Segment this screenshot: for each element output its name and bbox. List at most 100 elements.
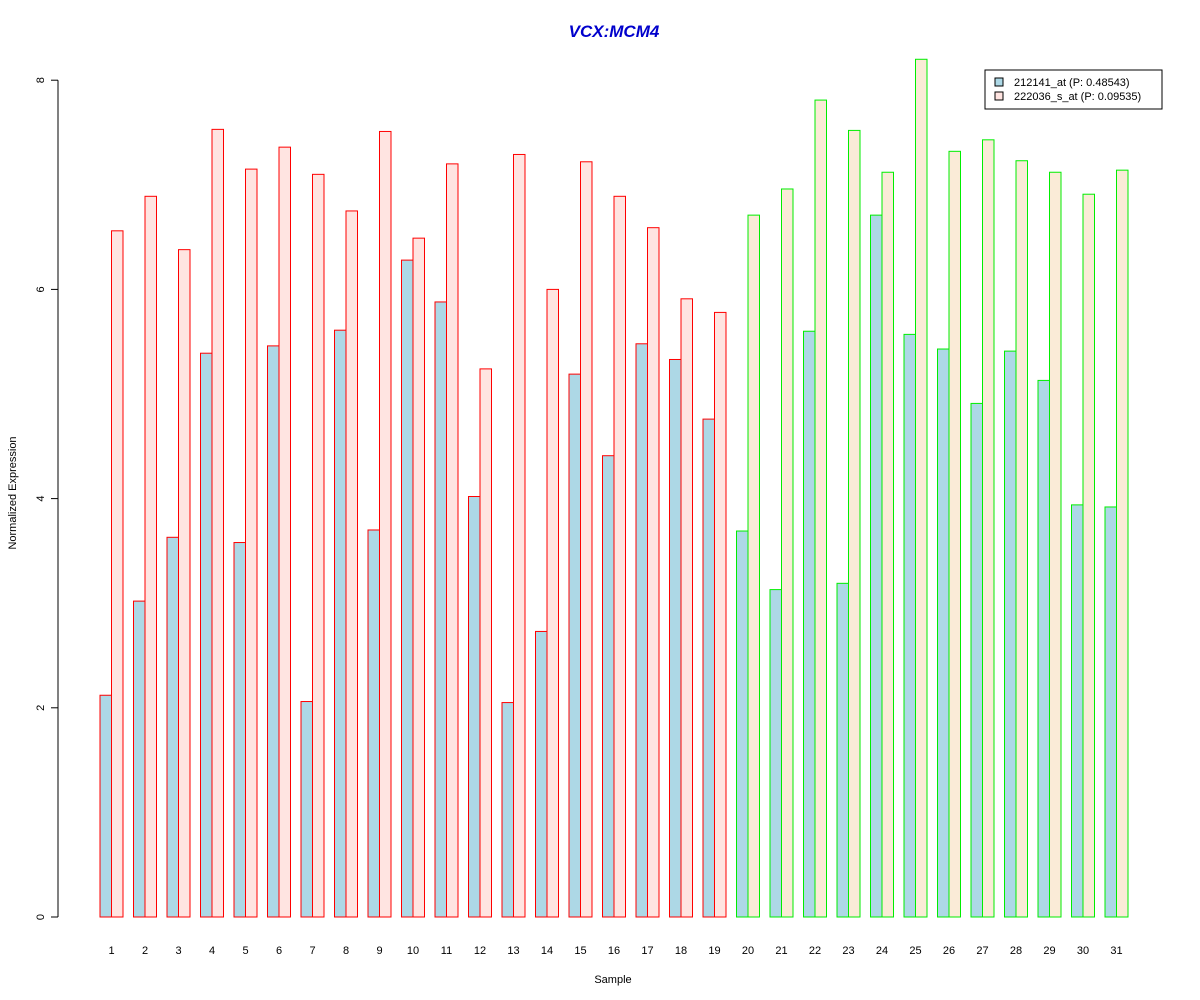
bar-series-2-sample-4 bbox=[211, 128, 224, 918]
bar-series-1-sample-25 bbox=[903, 333, 916, 918]
bar-series-1-sample-5 bbox=[233, 542, 246, 918]
bar-series-1-sample-14 bbox=[535, 630, 548, 918]
bar-series-2-sample-9 bbox=[379, 130, 392, 918]
bar-series-1-sample-29 bbox=[1037, 379, 1050, 918]
bar-series-1-sample-3 bbox=[166, 536, 179, 918]
bar-series-1-sample-10 bbox=[401, 259, 414, 918]
bar-series-2-sample-14 bbox=[546, 288, 559, 918]
bar-series-1-sample-18 bbox=[669, 358, 682, 918]
bar-series-2-sample-27 bbox=[982, 139, 995, 918]
bar-series-1-sample-23 bbox=[836, 582, 849, 918]
bar-series-2-sample-11 bbox=[446, 163, 459, 918]
bar-series-1-sample-8 bbox=[334, 329, 347, 918]
x-tick-label: 3 bbox=[175, 945, 181, 957]
x-tick-label: 29 bbox=[1043, 945, 1055, 957]
y-axis-label: Normalized Expression bbox=[7, 436, 19, 549]
bar-series-1-sample-6 bbox=[267, 345, 280, 918]
x-tick-label: 22 bbox=[809, 945, 821, 957]
legend-swatch-series-2 bbox=[994, 91, 1004, 101]
x-tick-label: 1 bbox=[108, 945, 114, 957]
bar-series-2-sample-1 bbox=[111, 230, 124, 918]
bar-series-1-sample-16 bbox=[602, 455, 615, 918]
bar-series-2-sample-17 bbox=[647, 227, 660, 918]
x-tick-label: 23 bbox=[842, 945, 854, 957]
bar-series-2-sample-6 bbox=[278, 146, 291, 918]
x-tick-label: 9 bbox=[376, 945, 382, 957]
x-tick-label: 5 bbox=[242, 945, 248, 957]
x-tick-label: 28 bbox=[1010, 945, 1022, 957]
bar-series-2-sample-31 bbox=[1116, 169, 1129, 918]
bar-series-2-sample-18 bbox=[680, 298, 693, 918]
x-tick-label: 25 bbox=[909, 945, 921, 957]
x-tick-label: 21 bbox=[775, 945, 787, 957]
x-tick-label: 18 bbox=[675, 945, 687, 957]
x-tick-label: 27 bbox=[976, 945, 988, 957]
x-tick-label: 24 bbox=[876, 945, 888, 957]
bar-series-1-sample-30 bbox=[1071, 504, 1084, 918]
x-tick-label: 19 bbox=[708, 945, 720, 957]
x-tick-labels: 1 2 3 4 5 6 7 8 9 10 11 12 13 14 15 16 17 18 19 20 21 22 23 24 2… bbox=[108, 945, 1122, 957]
x-tick-label: 6 bbox=[276, 945, 282, 957]
bar-series-1-sample-28 bbox=[1004, 350, 1017, 918]
bar-series-1-sample-15 bbox=[568, 373, 581, 918]
bar-series-1-sample-20 bbox=[736, 530, 749, 918]
bar-series-2-sample-15 bbox=[580, 161, 593, 918]
bars bbox=[99, 58, 1129, 918]
bar-series-1-sample-22 bbox=[803, 330, 816, 918]
x-axis-label: Sample bbox=[594, 974, 631, 986]
bar-series-1-sample-1 bbox=[99, 694, 112, 918]
bar-series-1-sample-12 bbox=[468, 496, 481, 918]
bar-series-2-sample-2 bbox=[144, 195, 157, 918]
x-tick-label: 20 bbox=[742, 945, 754, 957]
bar-series-1-sample-19 bbox=[702, 418, 715, 918]
x-tick-label: 11 bbox=[441, 945, 452, 957]
bar-series-1-sample-11 bbox=[434, 301, 447, 918]
bar-series-2-sample-24 bbox=[881, 171, 894, 918]
x-tick-label: 14 bbox=[541, 945, 553, 957]
x-tick-label: 4 bbox=[209, 945, 215, 957]
bar-series-2-sample-8 bbox=[345, 210, 358, 918]
bar-series-2-sample-10 bbox=[412, 237, 425, 918]
bar-series-2-sample-12 bbox=[479, 368, 492, 918]
bar-series-2-sample-28 bbox=[1015, 160, 1028, 918]
x-tick-label: 15 bbox=[574, 945, 586, 957]
bar-series-2-sample-5 bbox=[245, 168, 258, 918]
legend-label-series-2: 222036_s_at (P: 0.09535) bbox=[1014, 91, 1141, 103]
x-tick-label: 26 bbox=[943, 945, 955, 957]
legend: 212141_at (P: 0.48543) 222036_s_at (P: 0… bbox=[984, 69, 1163, 110]
x-tick-label: 31 bbox=[1110, 945, 1122, 957]
chart-title: VCX:MCM4 bbox=[569, 22, 660, 41]
bar-series-2-sample-7 bbox=[312, 173, 325, 918]
bar-series-1-sample-21 bbox=[769, 589, 782, 918]
bar-series-1-sample-31 bbox=[1104, 506, 1117, 918]
bar-series-1-sample-7 bbox=[300, 701, 313, 918]
y-tick-label: 8 bbox=[35, 77, 47, 83]
x-tick-label: 12 bbox=[474, 945, 486, 957]
bar-series-2-sample-3 bbox=[178, 249, 191, 918]
legend-swatch-series-1 bbox=[994, 77, 1004, 87]
y-tick-label: 4 bbox=[35, 496, 47, 502]
bar-series-1-sample-24 bbox=[870, 214, 883, 918]
bar-series-1-sample-4 bbox=[200, 352, 213, 918]
bar-series-2-sample-30 bbox=[1082, 193, 1095, 918]
bar-series-2-sample-20 bbox=[747, 214, 760, 918]
x-tick-label: 7 bbox=[309, 945, 315, 957]
bar-series-1-sample-13 bbox=[501, 702, 514, 918]
bar-series-2-sample-25 bbox=[915, 58, 928, 918]
bar-series-2-sample-16 bbox=[613, 195, 626, 918]
bar-series-1-sample-9 bbox=[367, 529, 380, 918]
x-tick-label: 16 bbox=[608, 945, 620, 957]
bar-series-1-sample-17 bbox=[635, 343, 648, 918]
x-tick-label: 10 bbox=[407, 945, 419, 957]
y-tick-label: 6 bbox=[35, 286, 47, 292]
y-axis: 0 2 4 6 8 bbox=[35, 77, 59, 920]
bar-series-2-sample-21 bbox=[781, 188, 794, 918]
bar-series-1-sample-26 bbox=[937, 348, 950, 918]
x-tick-label: 30 bbox=[1077, 945, 1089, 957]
y-tick-label: 0 bbox=[35, 914, 47, 920]
bar-series-1-sample-27 bbox=[970, 402, 983, 918]
bar-series-2-sample-13 bbox=[513, 153, 526, 918]
bar-series-2-sample-22 bbox=[814, 99, 827, 918]
y-tick-label: 2 bbox=[35, 705, 47, 711]
x-tick-label: 8 bbox=[343, 945, 349, 957]
